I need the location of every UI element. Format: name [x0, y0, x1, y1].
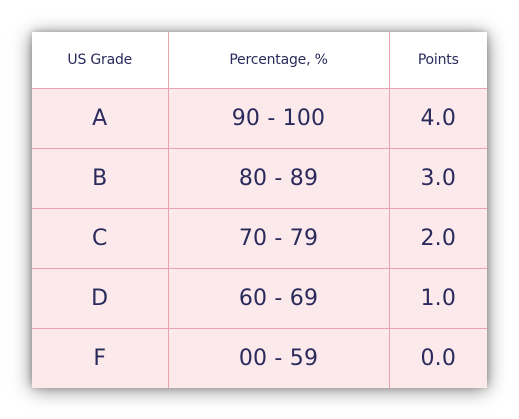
percentage-cell: 60 - 69 [168, 268, 390, 329]
header-percentage: Percentage, % [168, 32, 390, 89]
header-us-grade: US Grade [32, 32, 169, 89]
table-row: F 00 - 59 0.0 [32, 328, 487, 388]
points-cell: 1.0 [389, 268, 487, 329]
percentage-cell: 80 - 89 [168, 148, 390, 209]
grade-cell: B [32, 148, 169, 209]
percentage-cell: 00 - 59 [168, 328, 390, 388]
grade-cell: C [32, 208, 169, 269]
table-row: B 80 - 89 3.0 [32, 148, 487, 209]
table-row: C 70 - 79 2.0 [32, 208, 487, 269]
table-row: D 60 - 69 1.0 [32, 268, 487, 329]
grade-table-card: US Grade Percentage, % Points A 90 - 100… [32, 32, 487, 388]
points-cell: 2.0 [389, 208, 487, 269]
points-cell: 4.0 [389, 88, 487, 149]
grade-cell: F [32, 328, 169, 388]
grade-conversion-table: US Grade Percentage, % Points A 90 - 100… [32, 32, 487, 388]
grade-cell: A [32, 88, 169, 149]
percentage-cell: 70 - 79 [168, 208, 390, 269]
table-header-row: US Grade Percentage, % Points [32, 32, 487, 89]
points-cell: 3.0 [389, 148, 487, 209]
header-points: Points [389, 32, 487, 89]
grade-cell: D [32, 268, 169, 329]
table-row: A 90 - 100 4.0 [32, 88, 487, 149]
percentage-cell: 90 - 100 [168, 88, 390, 149]
points-cell: 0.0 [389, 328, 487, 388]
